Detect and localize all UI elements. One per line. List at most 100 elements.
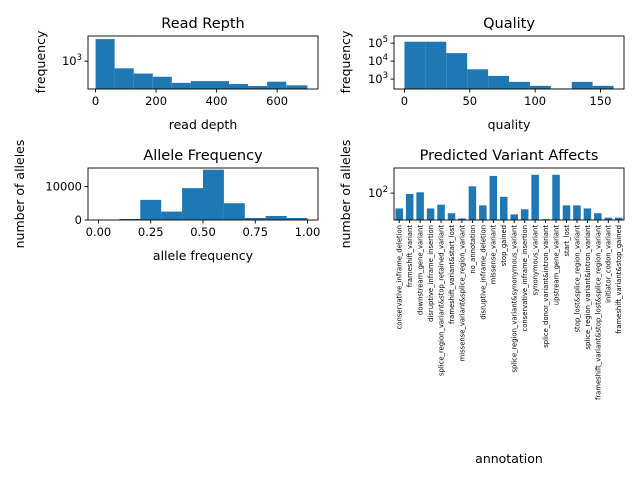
- x-tick-label: 100: [524, 94, 546, 108]
- y-tick-label: 103: [62, 53, 82, 68]
- histogram-bar: [152, 76, 172, 89]
- x-tick-label: frameshift_variant&start_lost: [448, 225, 456, 324]
- category-bar: [500, 196, 508, 220]
- x-tick-label: 0.50: [190, 225, 216, 239]
- x-axis-label: annotation: [475, 451, 543, 466]
- x-tick-label: 600: [266, 94, 288, 108]
- x-tick-label: 0.00: [86, 225, 112, 239]
- y-tick-label: 0: [75, 213, 82, 227]
- category-bar: [447, 213, 456, 220]
- category-bar: [468, 186, 477, 220]
- category-bar: [426, 208, 435, 220]
- x-tick-label: stop_lost&splice_region_variant: [573, 225, 581, 333]
- category-bar: [604, 217, 613, 220]
- x-tick-label: synonymous_variant: [532, 225, 540, 296]
- category-bar: [405, 193, 414, 220]
- x-tick-label: 0: [401, 94, 408, 108]
- histogram-bar: [114, 68, 134, 89]
- histogram-bar: [286, 85, 308, 89]
- x-tick-label: frameshift_variant: [406, 225, 414, 288]
- x-tick-label: splice_region_variant&synonymous_variant: [511, 225, 519, 373]
- y-axis-label: number of alleles: [12, 140, 27, 249]
- histogram-bar: [529, 85, 551, 89]
- histogram-bar: [446, 53, 468, 89]
- histogram-bar: [267, 81, 287, 89]
- chart-read-depth: Read Repth 0 200 400 600 103 read depth fre…: [33, 16, 319, 132]
- y-axis-label: number of alleles: [338, 140, 353, 249]
- histogram-bar: [592, 85, 614, 89]
- x-tick-label: downstream_gene_variant: [417, 225, 425, 315]
- x-tick-label: disruptive_inframe_deletion: [479, 225, 487, 320]
- category-bar: [562, 205, 571, 220]
- x-tick-label: conservative_inframe_insertion: [521, 225, 529, 332]
- y-axis-label: frequency: [33, 30, 48, 93]
- histogram-bar: [509, 81, 530, 89]
- histogram-bar: [467, 69, 489, 89]
- x-tick-label: 0.75: [242, 225, 268, 239]
- category-bar: [489, 175, 498, 220]
- histogram-bar: [229, 84, 249, 89]
- axes-frame: [87, 35, 319, 90]
- histogram-bar: [95, 39, 115, 89]
- x-tick-label: 0.25: [138, 225, 164, 239]
- x-tick-label: no_annotation: [469, 225, 477, 274]
- histogram-bar: [404, 41, 426, 89]
- x-tick-label: disruptive_inframe_insertion: [427, 225, 435, 322]
- chart-title: Quality: [483, 16, 535, 32]
- x-tick-label: frameshift_variant&stop_gained: [615, 225, 623, 334]
- y-axis-label: frequency: [338, 30, 353, 93]
- histogram-bar: [203, 169, 224, 220]
- histogram-bar: [140, 199, 162, 220]
- category-bar: [437, 204, 445, 220]
- y-tick-label: 105: [368, 35, 388, 50]
- histogram-bar: [265, 215, 287, 220]
- y-tick-label: 102: [368, 185, 388, 200]
- y-tick-label: 103: [368, 71, 388, 86]
- axes-frame: [393, 167, 625, 221]
- chart-allele-frequency: Allele Frequency 0.00 0.25 0.50 0.75 1.00 0 1…: [12, 140, 320, 263]
- category-bar: [458, 218, 466, 220]
- category-bar: [479, 205, 487, 220]
- category-bar: [573, 205, 581, 220]
- x-tick-label: initiator_codon_variant: [605, 225, 613, 303]
- x-tick-label: 50: [462, 94, 477, 108]
- x-tick-label: stop_gained: [500, 225, 508, 266]
- category-bar: [552, 174, 560, 220]
- histogram-bar: [286, 217, 308, 220]
- histogram-bar: [171, 82, 191, 89]
- histogram-bar: [190, 81, 210, 89]
- x-axis-label: read depth: [169, 117, 238, 132]
- chart-predicted-variant-affects: Predicted Variant Affects conservative_i…: [338, 140, 625, 466]
- x-tick-label: splice_region_variant&intron_variant: [584, 225, 592, 350]
- x-tick-label: frameshift_variant&stop_lost&splice_regi…: [594, 225, 602, 400]
- category-bar: [416, 192, 424, 220]
- x-tick-label: 1.00: [295, 225, 321, 239]
- x-tick-label: 150: [590, 94, 612, 108]
- x-tick-label: splice_donor_variant&intron_variant: [542, 225, 550, 348]
- histogram-bar: [425, 41, 447, 89]
- category-bar: [583, 208, 592, 220]
- chart-title: Predicted Variant Affects: [420, 148, 599, 164]
- category-bar: [531, 174, 539, 220]
- category-bar: [594, 213, 602, 220]
- axes-frame: [393, 35, 625, 90]
- histogram-bar: [488, 75, 509, 89]
- chart-title: Read Repth: [161, 16, 244, 32]
- x-tick-label: missense_variant: [490, 225, 498, 285]
- histogram-bar: [133, 73, 153, 89]
- category-bar: [510, 214, 518, 220]
- x-tick-label: upstream_gene_variant: [552, 225, 560, 306]
- x-tick-label: 200: [145, 94, 167, 108]
- chart-quality: Quality 0 50 100 150 103 104 105 quality freq…: [338, 16, 625, 132]
- category-bar: [615, 217, 623, 220]
- histogram-bar: [119, 218, 141, 220]
- x-tick-label: conservative_inframe_deletion: [396, 225, 404, 329]
- x-tick-label: 400: [206, 94, 228, 108]
- x-tick-label: start_lost: [563, 225, 571, 257]
- histogram-bar: [209, 81, 230, 89]
- histogram-bar: [161, 211, 183, 220]
- x-axis-label: quality: [488, 117, 531, 132]
- x-tick-label: 0: [92, 94, 99, 108]
- histogram-bar: [571, 81, 593, 89]
